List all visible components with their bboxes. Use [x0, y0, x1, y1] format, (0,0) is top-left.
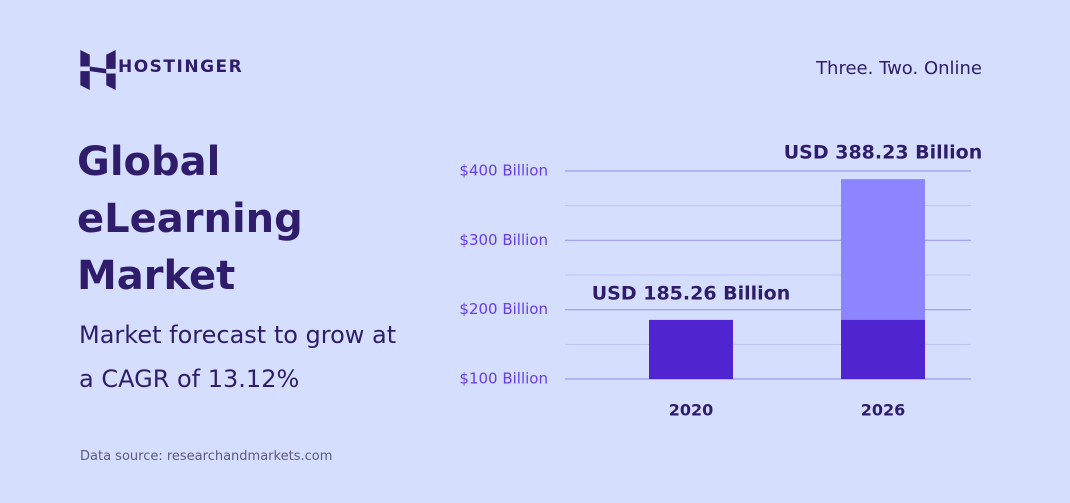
source: Data source: researchandmarkets.com	[80, 449, 333, 464]
y-tick-label: $200 Billion	[459, 300, 548, 318]
bar	[841, 319, 925, 379]
chart-title: Global eLearning Market	[77, 139, 303, 299]
x-tick-label: 2026	[861, 401, 906, 420]
value-label: USD 388.23 Billion	[784, 142, 983, 164]
y-tick-label: $100 Billion	[459, 370, 548, 388]
brand: HOSTINGER	[118, 57, 244, 77]
tagline: Three. Two. Online	[816, 58, 982, 79]
y-tick-label: $400 Billion	[459, 162, 548, 180]
x-tick-label: 2020	[669, 401, 714, 420]
subtitle: Market forecast to grow at a CAGR of 13.…	[79, 321, 397, 393]
value-label: USD 185.26 Billion	[592, 282, 791, 304]
y-tick-label: $300 Billion	[459, 231, 548, 249]
bar	[649, 319, 733, 379]
logo	[80, 50, 116, 90]
